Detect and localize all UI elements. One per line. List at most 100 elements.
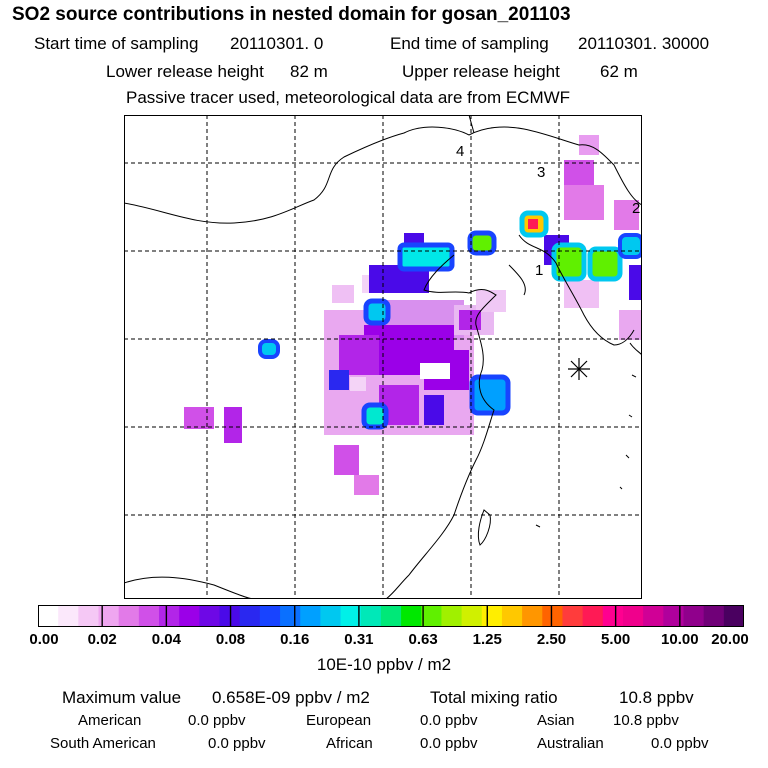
concentration-cell [332,285,354,303]
colorbar-units: 10E-10 ppbv / m2 [316,655,452,674]
colorbar-swatch [542,605,563,627]
region-value-european: 0.0 ppbv [420,712,478,729]
upper-height-value: 62 m [600,62,638,81]
map-frame [124,115,642,599]
coastline [508,264,526,296]
concentration-cell [361,402,389,430]
colorbar-swatch [138,605,160,627]
concentration-cell [420,363,450,379]
concentration-cell [334,445,359,475]
colorbar-swatch [159,605,180,627]
max-value: 0.658E-09 ppbv / m2 [212,688,370,707]
concentration-cell [476,290,506,312]
colorbar-swatch [522,605,543,627]
total-label: Total mixing ratio [430,688,558,707]
concentration-cell [551,242,587,282]
coastline [629,342,642,356]
colorbar-swatch [259,605,281,627]
colorbar-tick-label: 1.25 [472,631,502,648]
colorbar-swatch [199,605,221,627]
concentration-cell [350,377,366,391]
concentration-cell [469,374,511,416]
colorbar-tick-label: 2.50 [536,631,567,648]
concentration-cell [424,395,444,425]
concentration-cell [564,280,599,308]
region-name-african: African [326,735,373,752]
region-label: 3 [537,164,545,181]
colorbar-swatch [501,605,523,627]
colorbar-swatch [643,605,664,627]
region-name-australian: Australian [537,735,604,752]
colorbar-tick-label: 0.63 [408,631,438,648]
colorbar-swatch [663,605,684,627]
concentration-cell [354,475,379,495]
lat-lon-grid [124,115,642,599]
colorbar-tick-label: 10.00 [661,631,699,648]
colorbar-swatch [320,605,342,627]
border-line [124,126,470,224]
region-label: 2 [632,200,640,217]
border-line [124,576,255,599]
concentration-cell [619,310,641,340]
region-value-asian: 10.8 ppbv [613,712,679,729]
region-value-african: 0.0 ppbv [420,735,478,752]
colorbar-tick-label: 0.31 [344,631,374,648]
region-value-australian: 0.0 ppbv [651,735,709,752]
colorbar-swatch [421,605,442,627]
colorbar-swatch [481,605,503,627]
colorbar-swatch [703,605,725,627]
concentration-cell [258,339,280,359]
island-dots [535,374,637,528]
colorbar-tick-label: 0.02 [87,631,117,648]
colorbar-tick-label: 0.00 [29,631,59,648]
max-label: Maximum value [62,688,182,707]
concentration-cell [397,242,455,272]
colorbar-swatch [683,605,705,627]
concentration-cell [467,230,497,256]
concentration-cell [459,310,481,330]
colorbar-swatch [622,605,644,627]
colorbar-swatch [239,605,261,627]
region-name-american: American [78,712,142,729]
lower-height-value: 82 m [290,62,328,81]
concentration-cell [339,335,379,375]
colorbar-swatch [280,605,301,627]
colorbar-swatch [300,605,321,627]
colorbar-frame [38,605,744,627]
colorbar-swatch [441,605,463,627]
receptor-marker [568,358,590,380]
concentration-cell [614,200,639,230]
colorbar-swatch [179,605,200,627]
coastlines [124,115,642,599]
colorbar-tick-label: 5.00 [601,631,631,648]
concentration-cell [587,246,623,282]
concentration-cell [618,233,642,259]
border-line [468,126,642,206]
colorbar-tick-label: 20.00 [711,631,749,648]
concentration-cell [579,135,599,155]
concentration-cell [564,185,604,220]
concentration-cell [363,298,391,326]
colorbar-swatch [582,605,604,627]
concentration-cell [329,370,349,390]
colorbar-swatch [380,605,402,627]
lower-height-label: Lower release height [106,62,264,81]
end-value: 20110301. 30000 [578,34,710,53]
colorbar-swatch [602,605,624,627]
map-title: SO2 source contributions in nested domai… [12,4,571,25]
region-name-asian: Asian [537,712,575,729]
coastline [385,254,497,599]
end-label: End time of sampling [390,34,549,53]
colorbar-swatch [723,605,744,627]
region-value-south-american: 0.0 ppbv [208,735,266,752]
concentration-cell [564,160,594,185]
colorbar-swatch [118,605,140,627]
colorbar-swatch [98,605,120,627]
colorbar-swatch [401,605,422,627]
colorbar [38,605,744,627]
colorbar-swatch [78,605,100,627]
concentration-cell [629,265,641,300]
colorbar-swatch [340,605,362,627]
tracer-note: Passive tracer used, meteorological data… [126,88,571,107]
colorbar-swatch [38,605,59,627]
